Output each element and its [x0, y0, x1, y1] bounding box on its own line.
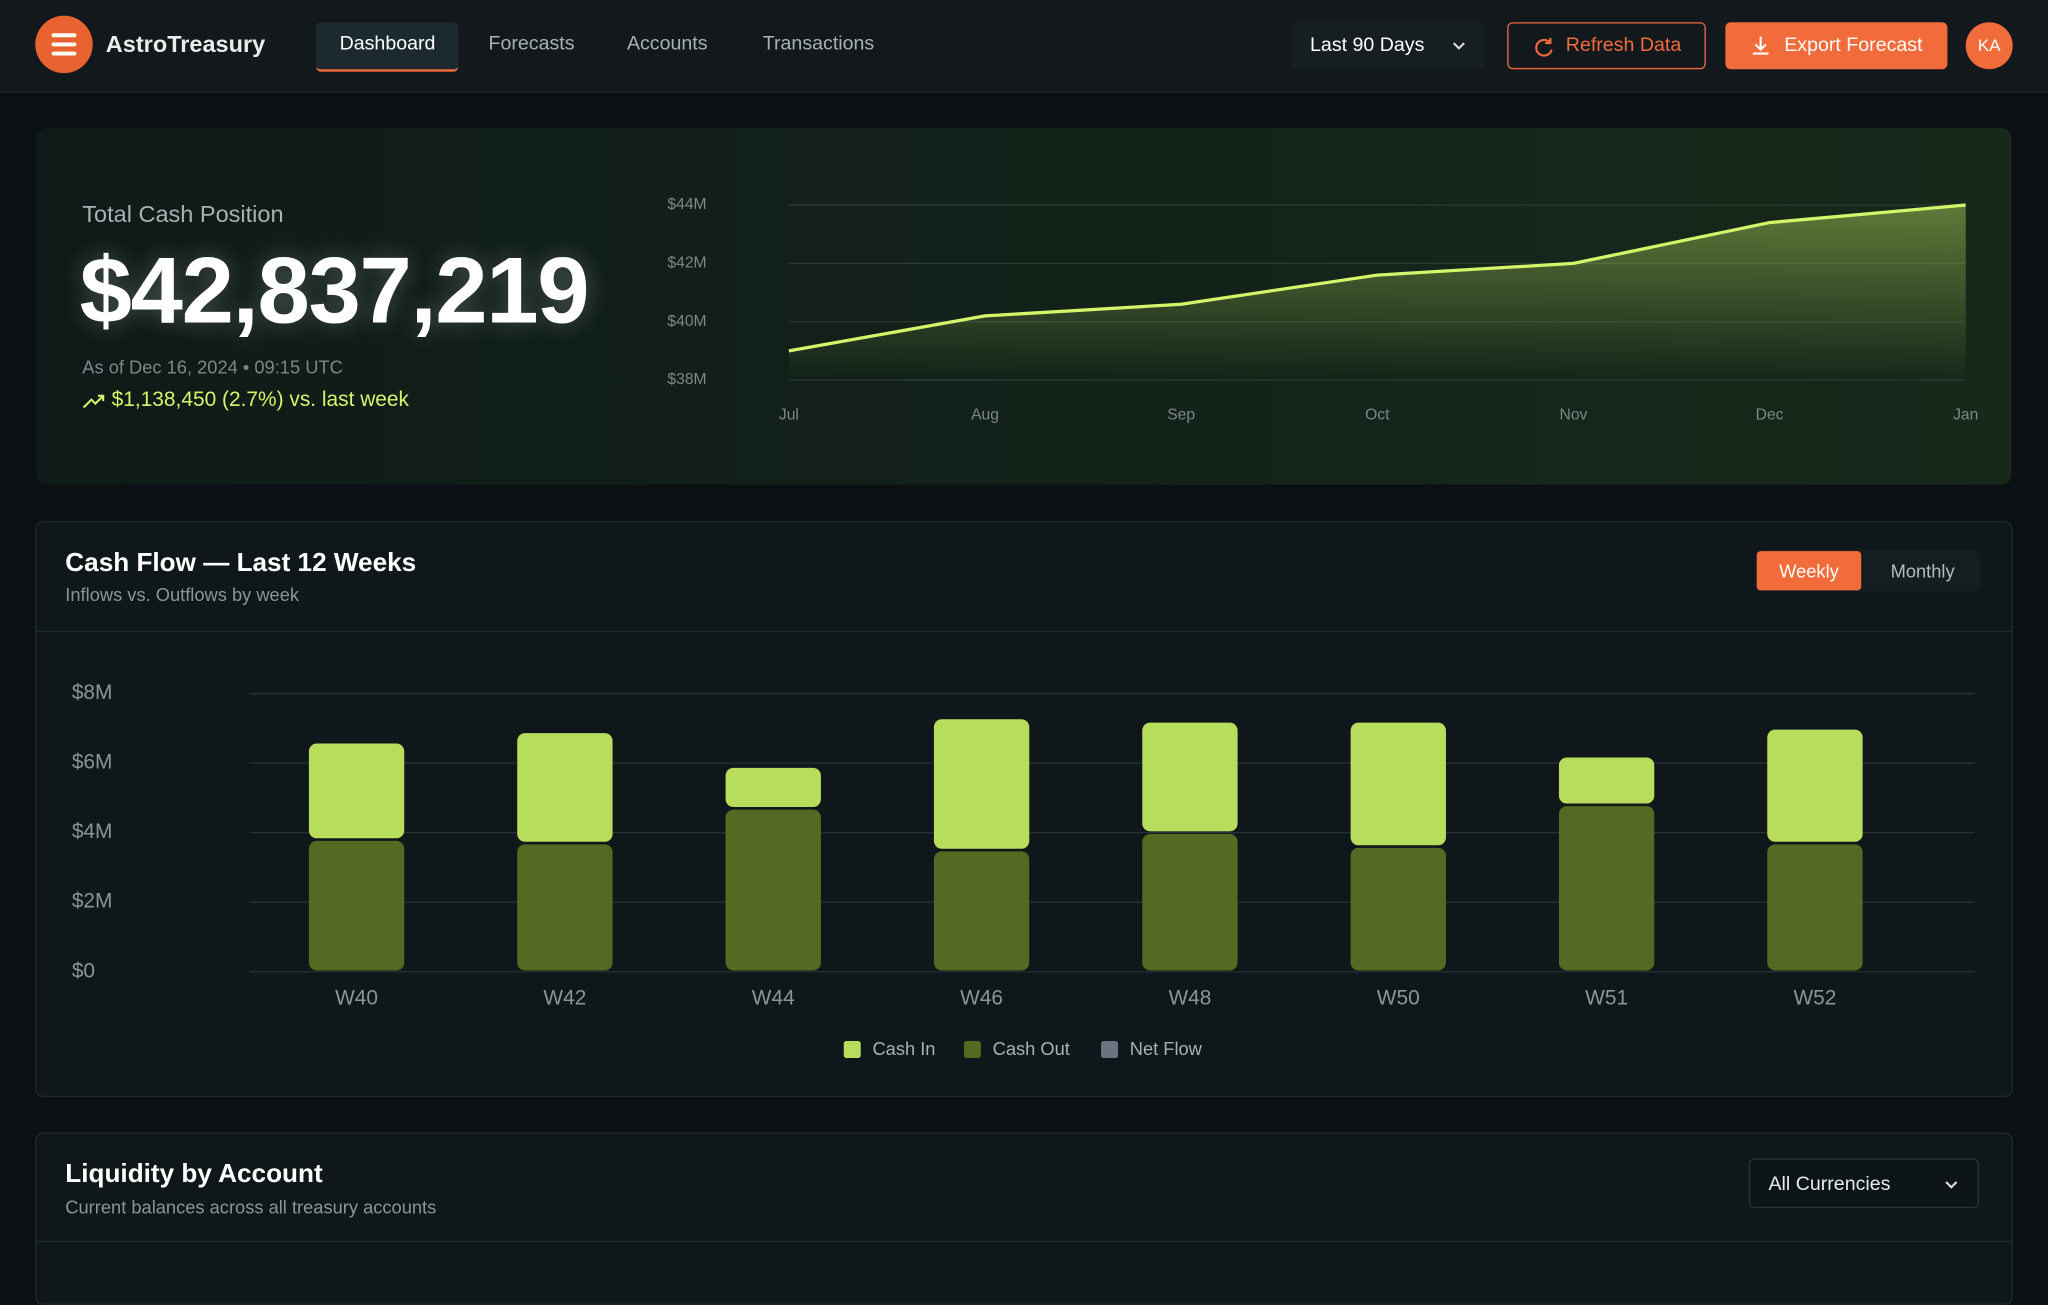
x-tick-label: W46 [960, 987, 1003, 1010]
legend-swatch [963, 1040, 981, 1058]
x-tick-label: W44 [752, 987, 795, 1010]
chevron [1452, 42, 1465, 50]
x-tick-label: W42 [543, 987, 586, 1010]
logo[interactable] [35, 15, 93, 74]
tab[interactable]: Dashboard [316, 22, 459, 72]
divider [36, 630, 2012, 633]
bar [1142, 722, 1238, 832]
legend-label: Net Flow [1130, 1038, 1203, 1059]
range-label: Last 90 Days [1310, 33, 1425, 57]
export-label: Export Forecast [1784, 33, 1923, 57]
refresh-label: Refresh Data [1565, 33, 1682, 57]
currency-select[interactable]: All Currencies [1748, 1158, 1979, 1209]
currency-label: All Currencies [1768, 1172, 1891, 1196]
x-tick-label: Jul [779, 406, 799, 423]
y-tick-label: $38M [667, 371, 706, 388]
cashflow-title: Cash Flow — Last 12 Weeks [65, 548, 417, 578]
cashflow-chart: $0 $2M $4M $6M $8M W40 W42 W44 W46 W48 W50 W51 W52 Ca… [72, 681, 1975, 1059]
bar [725, 767, 821, 808]
range-select[interactable]: Last 90 Days [1291, 22, 1486, 70]
bar [1558, 757, 1655, 804]
cashflow-subtitle: Inflows vs. Outflows by week [65, 583, 300, 605]
liquidity-card: Liquidity by Account Current balances ac… [35, 1132, 2013, 1305]
x-tick-label: Nov [1560, 406, 1588, 423]
navbar: AstroTreasury Dashboard Forecasts Accoun… [0, 0, 2048, 93]
y-tick-label: $0 [72, 959, 95, 982]
y-tick-label: $42M [667, 255, 706, 272]
hero-label: Total Cash Position [82, 201, 284, 228]
hero-asof: As of Dec 16, 2024 • 09:15 UTC [82, 356, 343, 378]
liquidity-title: Liquidity by Account [65, 1159, 323, 1189]
tab[interactable]: Forecasts [488, 32, 575, 55]
liquidity-subtitle: Current balances across all treasury acc… [65, 1196, 437, 1218]
x-tick-label: W51 [1585, 987, 1628, 1010]
y-tick-label: $4M [72, 820, 113, 843]
x-tick-label: W50 [1377, 987, 1420, 1010]
x-tick-label: W40 [335, 987, 378, 1010]
bar [1142, 833, 1238, 971]
bar [1767, 729, 1863, 842]
x-tick-label: Oct [1365, 406, 1390, 423]
bar [517, 844, 613, 971]
bar [933, 719, 1030, 849]
bar [308, 840, 405, 971]
x-tick-label: Dec [1756, 406, 1784, 423]
y-tick-label: $40M [667, 313, 706, 330]
download-icon [1752, 36, 1769, 55]
toggle[interactable]: Monthly [1890, 560, 1955, 582]
trend-icon [82, 394, 105, 408]
refresh-icon [1535, 37, 1553, 57]
x-tick-label: Aug [971, 406, 999, 423]
x-tick-label: W52 [1793, 987, 1836, 1010]
y-tick-label: $44M [667, 196, 706, 213]
bar [308, 743, 405, 839]
legend-swatch [843, 1040, 861, 1058]
divider [36, 1240, 2012, 1243]
toggle[interactable]: Weekly [1756, 551, 1862, 591]
bar [1767, 844, 1863, 971]
bar [725, 809, 821, 971]
cash-position-chart: $38M $40M $42M $44M Jul Aug Sep Oct Nov Dec Jan [667, 196, 1978, 423]
x-tick-label: Sep [1167, 406, 1195, 423]
x-tick-label: W48 [1168, 987, 1211, 1010]
brand: AstroTreasury [105, 31, 266, 58]
bar [1350, 722, 1446, 846]
line [788, 203, 1966, 353]
tab[interactable]: Transactions [762, 32, 875, 55]
menu-icon [51, 33, 77, 56]
toggle-group: Weekly Monthly [1755, 549, 1981, 592]
hero-change: $1,138,450 (2.7%) vs. last week [82, 389, 409, 413]
legend-swatch [1101, 1040, 1119, 1058]
y-tick-label: $2M [72, 890, 113, 913]
legend-label: Cash Out [993, 1038, 1070, 1059]
export-button[interactable]: Export Forecast [1725, 22, 1948, 70]
x-tick-label: Jan [1953, 406, 1978, 423]
bar [1350, 847, 1446, 971]
hero-amount: $42,837,219 [79, 239, 590, 344]
hero-change-text: $1,138,450 (2.7%) vs. last week [111, 389, 409, 412]
chevron [1945, 1181, 1958, 1189]
legend-label: Cash In [872, 1038, 935, 1059]
y-tick-label: $6M [72, 751, 113, 774]
area [788, 205, 1966, 381]
bar [517, 733, 613, 842]
bar [1558, 806, 1655, 971]
y-tick-label: $8M [72, 681, 113, 704]
refresh-button[interactable]: Refresh Data [1507, 22, 1706, 70]
avatar[interactable]: KA [1965, 22, 2013, 70]
tab[interactable]: Accounts [626, 32, 708, 55]
bar [933, 851, 1030, 971]
